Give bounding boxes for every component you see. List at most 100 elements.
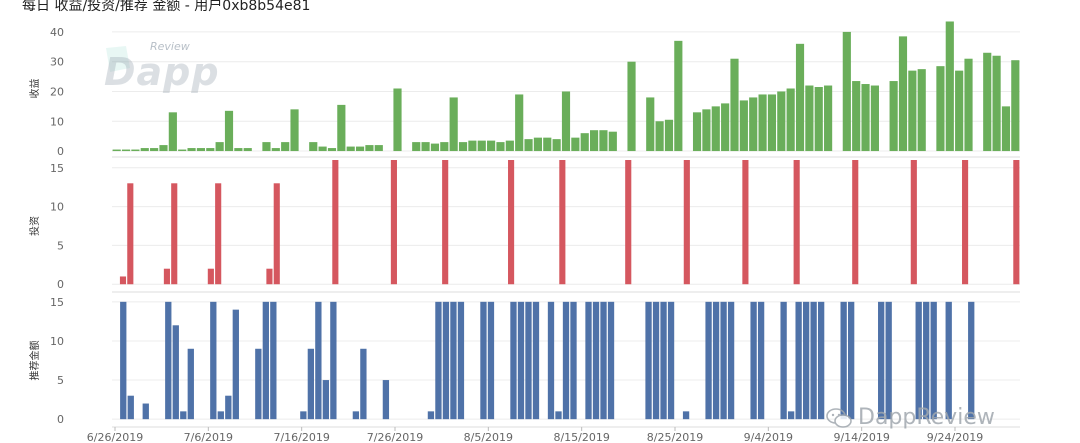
income-bar — [355, 146, 365, 152]
invest-bar — [742, 160, 749, 285]
income-bar — [271, 148, 280, 152]
income-bar — [187, 148, 196, 152]
referral-bar — [555, 411, 562, 420]
referral-bar — [330, 301, 337, 420]
income-bar — [590, 130, 599, 152]
income-bar — [449, 97, 458, 152]
referral-bar — [930, 301, 937, 420]
income-bar — [1011, 60, 1020, 152]
income-bar — [318, 146, 327, 152]
income-bar — [487, 140, 496, 152]
income-ytick-label: 30 — [50, 56, 64, 69]
income-bar — [440, 142, 449, 152]
invest-bar — [207, 268, 214, 285]
invest-bar — [910, 160, 917, 285]
income-bar — [346, 146, 355, 152]
referral-bar — [795, 301, 802, 420]
x-tick-label: 7/26/2019 — [367, 431, 423, 443]
referral-bar — [382, 380, 390, 420]
referral-bar — [607, 301, 615, 420]
income-bar — [374, 145, 383, 152]
income-bar — [664, 119, 674, 152]
income-bar — [224, 110, 234, 152]
referral-bar — [660, 301, 667, 420]
income-bar — [196, 148, 206, 152]
referral-bar — [487, 301, 495, 420]
referral-bar — [787, 411, 795, 420]
referral-bar — [525, 301, 532, 420]
referral-bar — [300, 411, 307, 420]
referral-bar — [585, 301, 592, 420]
income-bar — [178, 149, 187, 152]
invest-bar — [625, 160, 632, 285]
referral-bar — [360, 348, 367, 420]
income-bar — [608, 131, 617, 152]
watermark-dapp-text: Dapp — [104, 50, 220, 94]
invest-axis-label: 投资 — [28, 216, 41, 236]
income-ytick-label: 10 — [50, 115, 64, 128]
referral-bar — [450, 301, 457, 420]
x-tick-label: 9/4/2019 — [744, 431, 793, 443]
referral-bar — [780, 301, 787, 420]
referral-bar — [968, 301, 975, 420]
referral-bar — [720, 301, 727, 420]
income-bar — [290, 109, 299, 152]
income-bar — [159, 145, 168, 152]
income-bar — [561, 91, 571, 152]
income-bar — [917, 69, 926, 152]
income-bar — [430, 143, 440, 152]
invest-bar — [683, 160, 690, 285]
income-bar — [468, 140, 477, 152]
income-bar — [337, 104, 346, 152]
income-ytick-label: 0 — [57, 145, 64, 158]
referral-bar — [570, 301, 577, 420]
referral-bar — [210, 301, 217, 420]
invest-bar — [332, 160, 339, 285]
income-bar — [758, 94, 767, 152]
income-bar — [524, 139, 533, 152]
income-bar — [795, 43, 805, 152]
income-bar — [243, 148, 252, 152]
income-bar — [870, 85, 879, 152]
referral-bar — [457, 301, 465, 420]
income-bar — [112, 149, 121, 152]
income-bar — [505, 140, 514, 152]
referral-bar — [127, 395, 134, 420]
referral-bar — [255, 348, 262, 420]
income-bar — [898, 36, 908, 152]
income-bar — [646, 97, 655, 152]
referral-bar — [667, 301, 675, 420]
invest-bar — [163, 268, 170, 285]
income-bar — [599, 130, 608, 152]
x-tick-label: 7/6/2019 — [184, 431, 233, 443]
income-bar — [908, 70, 917, 152]
referral-bar — [945, 301, 952, 420]
income-ytick-label: 20 — [50, 85, 64, 98]
referral-bar — [757, 301, 765, 420]
income-bar — [861, 84, 870, 152]
income-bar — [777, 91, 786, 152]
referral-bar — [848, 301, 855, 420]
income-bar — [393, 88, 402, 152]
referral-bar — [600, 301, 607, 420]
referral-bar — [562, 301, 570, 420]
invest-bar — [119, 276, 127, 285]
x-tick-label: 6/26/2019 — [87, 431, 143, 443]
income-bar — [327, 148, 337, 152]
referral-bar — [172, 325, 179, 420]
income-bar — [992, 55, 1001, 152]
income-bar — [421, 142, 430, 152]
invest-bar — [273, 183, 280, 285]
referral-bar — [840, 301, 847, 420]
referral-bar — [517, 301, 525, 420]
referral-ytick-label: 5 — [57, 374, 64, 387]
income-bar — [711, 106, 720, 152]
income-bar — [206, 148, 215, 152]
invest-bar — [127, 183, 134, 285]
invest-ytick-label: 15 — [50, 162, 64, 175]
income-bar — [721, 103, 730, 152]
referral-bar — [712, 301, 720, 420]
income-ytick-label: 40 — [50, 26, 64, 39]
referral-bar — [180, 411, 187, 420]
referral-bar — [817, 301, 825, 420]
